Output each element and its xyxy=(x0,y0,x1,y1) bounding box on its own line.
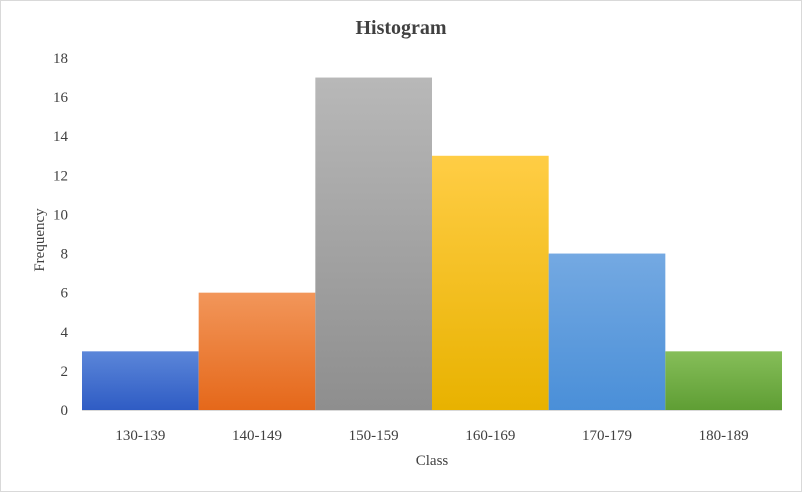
y-tick-label: 8 xyxy=(61,247,69,263)
y-tick-label: 18 xyxy=(53,51,68,67)
bar-140-149 xyxy=(198,292,316,410)
y-tick-label: 12 xyxy=(53,168,68,184)
y-tick-label: 4 xyxy=(61,325,69,341)
y-axis-label: Frequency xyxy=(32,208,48,272)
y-tick-label: 10 xyxy=(53,207,68,223)
x-tick-label: 150-159 xyxy=(349,428,399,444)
x-axis-ticks: 130-139 140-149 150-159 160-169 170-179 180-1… xyxy=(115,428,748,444)
bar-130-139 xyxy=(82,351,199,410)
y-tick-label: 0 xyxy=(61,403,69,419)
chart-title: Histogram xyxy=(355,17,446,39)
x-tick-label: 180-189 xyxy=(699,428,749,444)
y-tick-label: 16 xyxy=(53,90,69,106)
bar-180-189 xyxy=(665,351,782,410)
x-tick-label: 160-169 xyxy=(465,428,515,444)
y-tick-label: 6 xyxy=(61,286,69,302)
bar-150-159 xyxy=(315,77,432,411)
y-axis-ticks: 0 2 4 6 8 10 12 14 16 18 xyxy=(53,51,69,419)
bars-group xyxy=(82,77,782,411)
y-tick-label: 2 xyxy=(61,364,69,380)
y-tick-label: 14 xyxy=(53,129,69,145)
x-tick-label: 140-149 xyxy=(232,428,282,444)
bar-160-169 xyxy=(432,155,549,410)
x-tick-label: 170-179 xyxy=(582,428,632,444)
bar-170-179 xyxy=(548,253,666,410)
x-axis-label: Class xyxy=(416,453,449,469)
x-tick-label: 130-139 xyxy=(115,428,165,444)
